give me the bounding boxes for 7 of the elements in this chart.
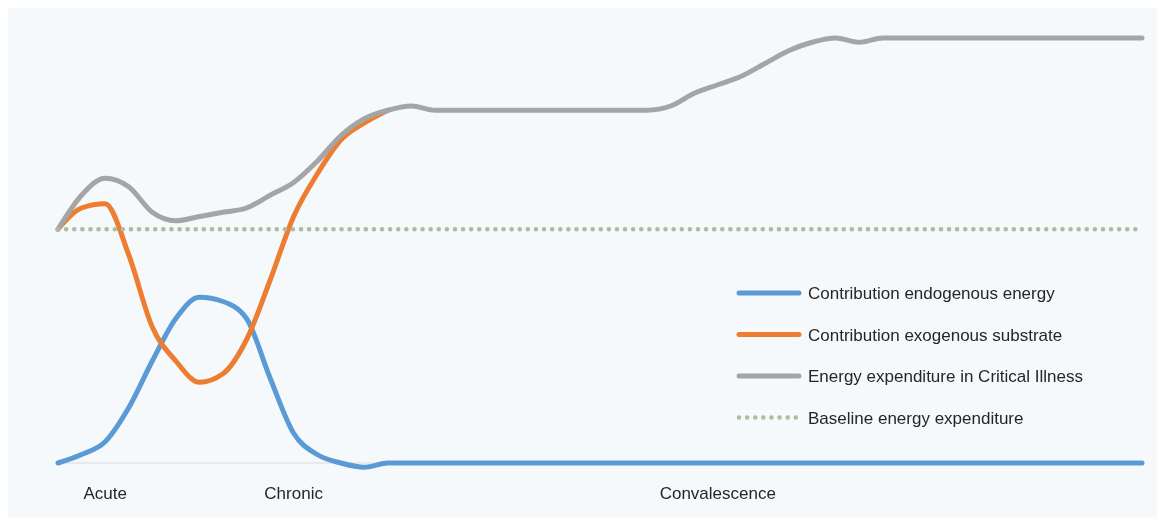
legend-label: Energy expenditure in Critical Illness bbox=[808, 367, 1083, 386]
x-tick-label: Acute bbox=[83, 484, 127, 503]
legend-label: Contribution exogenous substrate bbox=[808, 325, 1063, 345]
legend-label: Baseline energy expenditure bbox=[808, 408, 1024, 428]
x-tick-label: Convalescence bbox=[659, 484, 776, 503]
x-tick-label: Chronic bbox=[264, 484, 324, 503]
legend-label: Contribution endogenous energy bbox=[808, 284, 1056, 303]
